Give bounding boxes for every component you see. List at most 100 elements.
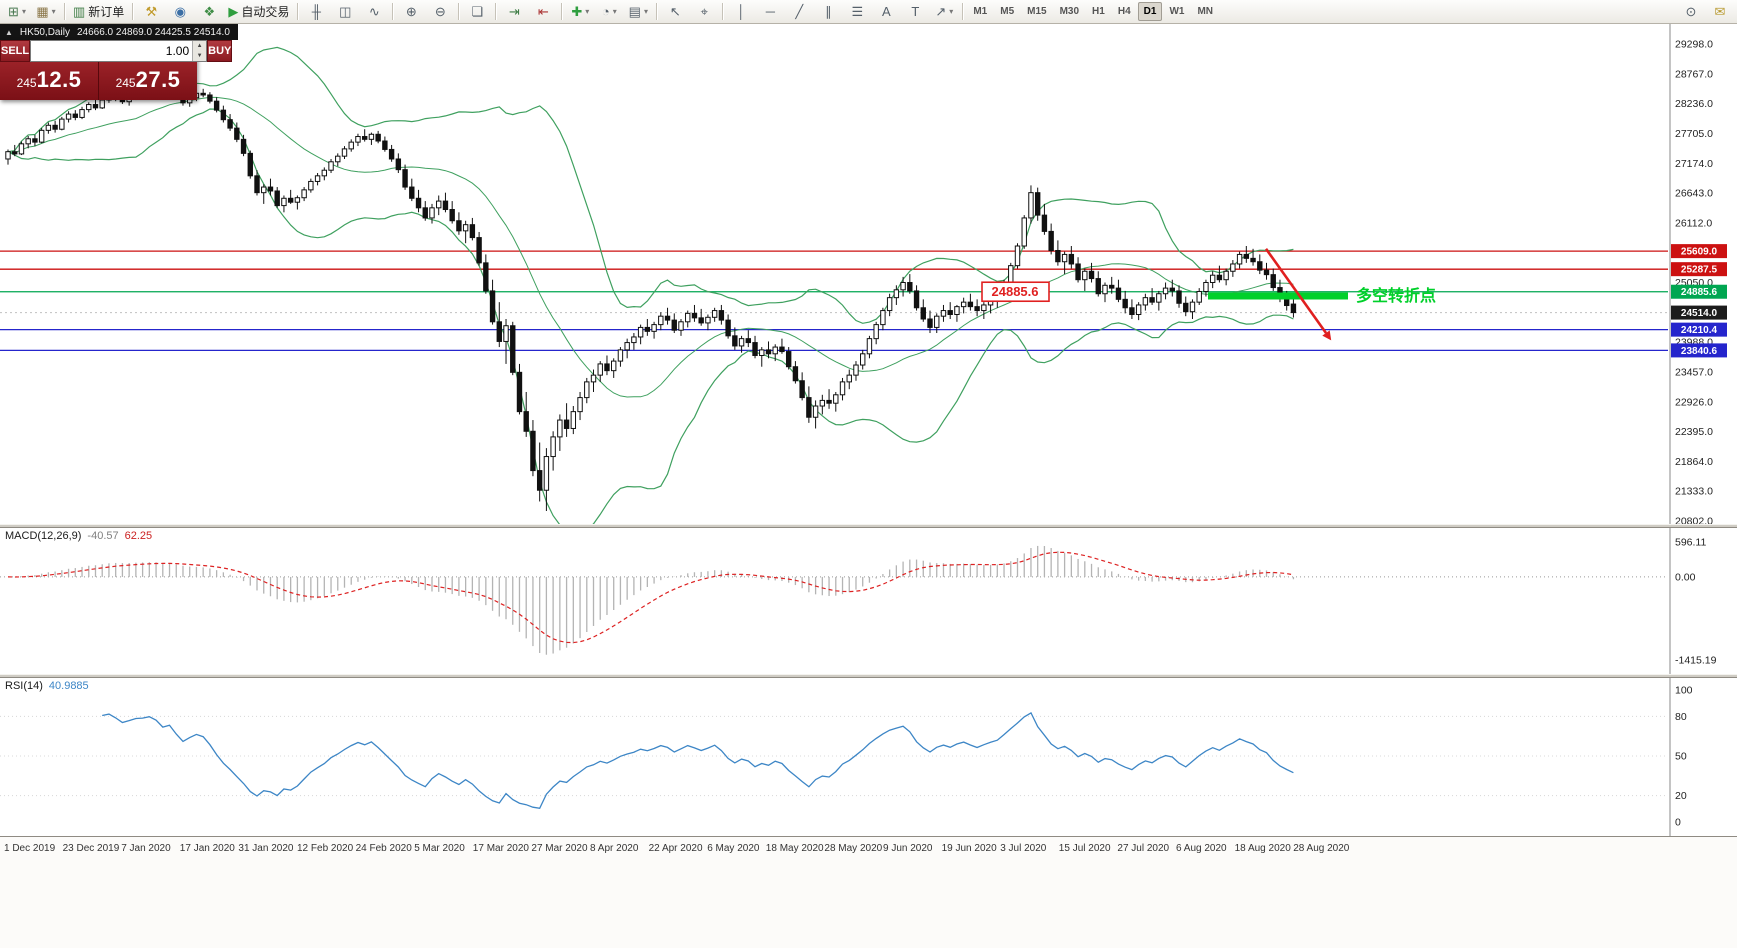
metaeditor-button[interactable]: ⚒ (137, 1, 165, 23)
timeframe-mn-button[interactable]: MN (1197, 6, 1213, 17)
rsi-canvas[interactable]: 100 80 50 20 0 (0, 678, 1737, 836)
date-axis-label: 28 May 2020 (824, 843, 883, 854)
timeframe-m15-button[interactable]: M15 (1027, 6, 1047, 17)
horizontal-line-icon: ─ (765, 3, 775, 19)
fibonacci-button[interactable]: ☰ (843, 1, 871, 23)
macd-histogram (14, 545, 1295, 655)
channel-icon: ∥ (825, 3, 832, 19)
sell-button[interactable]: SELL (0, 40, 31, 62)
collapse-triangle-icon[interactable]: ▲ (5, 27, 13, 37)
svg-text:25609.0: 25609.0 (1681, 247, 1718, 258)
search-button[interactable]: ⊙ (1677, 1, 1705, 23)
symbol-ohlc-values: 24666.0 24869.0 24425.5 24514.0 (76, 26, 230, 38)
cursor-icon: ↖ (669, 3, 681, 19)
svg-text:0.00: 0.00 (1675, 571, 1696, 583)
panel-splitter[interactable] (0, 674, 1737, 678)
zoom-in-button[interactable]: ⊕ (397, 1, 425, 23)
volume-input[interactable] (31, 41, 193, 61)
date-axis-label: 22 Apr 2020 (648, 843, 703, 854)
macd-canvas[interactable]: 596.11 0.00 -1415.19 (0, 528, 1737, 674)
timeframe-h1-button[interactable]: H1 (1092, 6, 1105, 17)
date-axis-label: 17 Mar 2020 (472, 843, 529, 854)
chart-shift-button[interactable]: ⇤ (529, 1, 557, 23)
rsi-value: 40.9885 (48, 680, 89, 692)
new-order-button-label: 新订单 (88, 5, 125, 19)
date-axis-label: 1 Dec 2019 (4, 843, 56, 854)
macd-signal-line (7, 551, 1294, 644)
volume-stepper: ▲ ▼ (192, 41, 207, 61)
main-chart-canvas[interactable]: 多空转折点 24885.6 29298.0 28767.0 28236.0 27705.0… (0, 24, 1737, 524)
arrows-button[interactable]: ↗ ▾ (930, 1, 958, 23)
new-order-button[interactable]: ▥ 新订单 (69, 1, 128, 23)
zoom-out-button[interactable]: ⊖ (426, 1, 454, 23)
timeframe-w1-button[interactable]: W1 (1169, 6, 1185, 17)
text-button[interactable]: A (872, 1, 900, 23)
price-scale[interactable]: 29298.0 28767.0 28236.0 27705.0 27174.0 26643… (1669, 24, 1727, 524)
cursor-button[interactable]: ↖ (661, 1, 689, 23)
svg-text:24514.0: 24514.0 (1681, 308, 1718, 319)
svg-text:0: 0 (1675, 817, 1681, 829)
chevron-down-icon: ▾ (612, 7, 617, 16)
bars-chart-button[interactable]: ╫ (302, 1, 330, 23)
community-chat-button[interactable]: ✉ (1706, 1, 1734, 23)
templates-icon: ▤ (628, 3, 641, 19)
timeframe-m1-button[interactable]: M1 (973, 6, 988, 17)
sell-price[interactable]: 245 12.5 (0, 62, 99, 100)
toolbar-separator (64, 3, 65, 20)
timeframe-m30-button[interactable]: M30 (1059, 6, 1080, 17)
buy-price-pips: 27.5 (135, 67, 181, 92)
timeframe-m5-button[interactable]: M5 (1000, 6, 1015, 17)
timeframe-d1-button[interactable]: D1 (1137, 2, 1163, 21)
rsi-line (102, 711, 1294, 810)
panel-splitter[interactable] (0, 524, 1737, 528)
trendline-button[interactable]: ╱ (785, 1, 813, 23)
date-axis-label: 3 Jul 2020 (1000, 843, 1047, 854)
line-chart-button[interactable]: ∿ (360, 1, 388, 23)
chevron-down-icon: ▾ (51, 7, 56, 16)
crosshair-icon: ⌖ (700, 3, 708, 19)
buy-button[interactable]: BUY (207, 40, 233, 62)
timeframe-h4-button[interactable]: H4 (1117, 6, 1131, 17)
date-axis-label: 24 Feb 2020 (355, 843, 412, 854)
label-button[interactable]: T (901, 1, 929, 23)
volume-up-button[interactable]: ▲ (193, 41, 207, 51)
periods-button[interactable]: ◔ ▾ (595, 1, 623, 23)
sell-price-prefix: 245 (16, 76, 37, 90)
autotrading-button[interactable]: ▶ 自动交易 (224, 1, 293, 23)
chart-annotations[interactable]: 多空转折点 24885.6 (981, 248, 1436, 341)
auto-scroll-button[interactable]: ⇥ (500, 1, 528, 23)
toolbar-separator (722, 3, 724, 20)
svg-text:23840.6: 23840.6 (1681, 346, 1718, 357)
channel-button[interactable]: ∥ (814, 1, 842, 23)
date-axis-label: 18 May 2020 (765, 843, 824, 854)
templates-button[interactable]: ▤ ▾ (624, 1, 652, 23)
svg-text:23457.0: 23457.0 (1675, 366, 1713, 378)
vertical-line-button[interactable]: │ (727, 1, 755, 23)
svg-text:28767.0: 28767.0 (1675, 68, 1713, 80)
fibonacci-icon: ☰ (851, 3, 864, 19)
svg-text:28236.0: 28236.0 (1675, 98, 1713, 110)
indicators-button[interactable]: ✚ ▾ (566, 1, 594, 23)
terminal-icon: ❖ (203, 3, 216, 19)
autotrading-play-icon: ▶ (228, 3, 239, 19)
toolbar-separator (132, 3, 134, 20)
profiles-button[interactable]: ▦ ▾ (32, 1, 60, 23)
crosshair-button[interactable]: ⌖ (690, 1, 718, 23)
toolbar-separator (656, 3, 658, 20)
svg-text:21333.0: 21333.0 (1675, 486, 1713, 498)
level-lines[interactable] (0, 250, 1668, 352)
tile-windows-button[interactable]: ❏ (463, 1, 491, 23)
chevron-down-icon: ▾ (585, 7, 590, 16)
volume-down-button[interactable]: ▼ (193, 51, 207, 61)
symbol-bar: ▲ HK50,Daily 24666.0 24869.0 24425.5 245… (0, 24, 238, 40)
rsi-panel: 100 80 50 20 0 RSI(14) 40.9885 (0, 678, 1737, 836)
date-axis[interactable]: 1 Dec 2019 23 Dec 2019 7 Jan 2020 17 Jan 20… (0, 836, 1737, 948)
buy-price[interactable]: 245 27.5 (99, 62, 197, 100)
horizontal-line-button[interactable]: ─ (756, 1, 784, 23)
new-chart-button[interactable]: ⊞ ▾ (3, 1, 31, 23)
terminal-button[interactable]: ❖ (195, 1, 223, 23)
date-axis-label: 7 Jan 2020 (121, 843, 171, 854)
market-watch-button[interactable]: ◉ (166, 1, 194, 23)
auto-scroll-icon: ⇥ (508, 3, 520, 19)
candlestick-chart-button[interactable]: ◫ (331, 1, 359, 23)
